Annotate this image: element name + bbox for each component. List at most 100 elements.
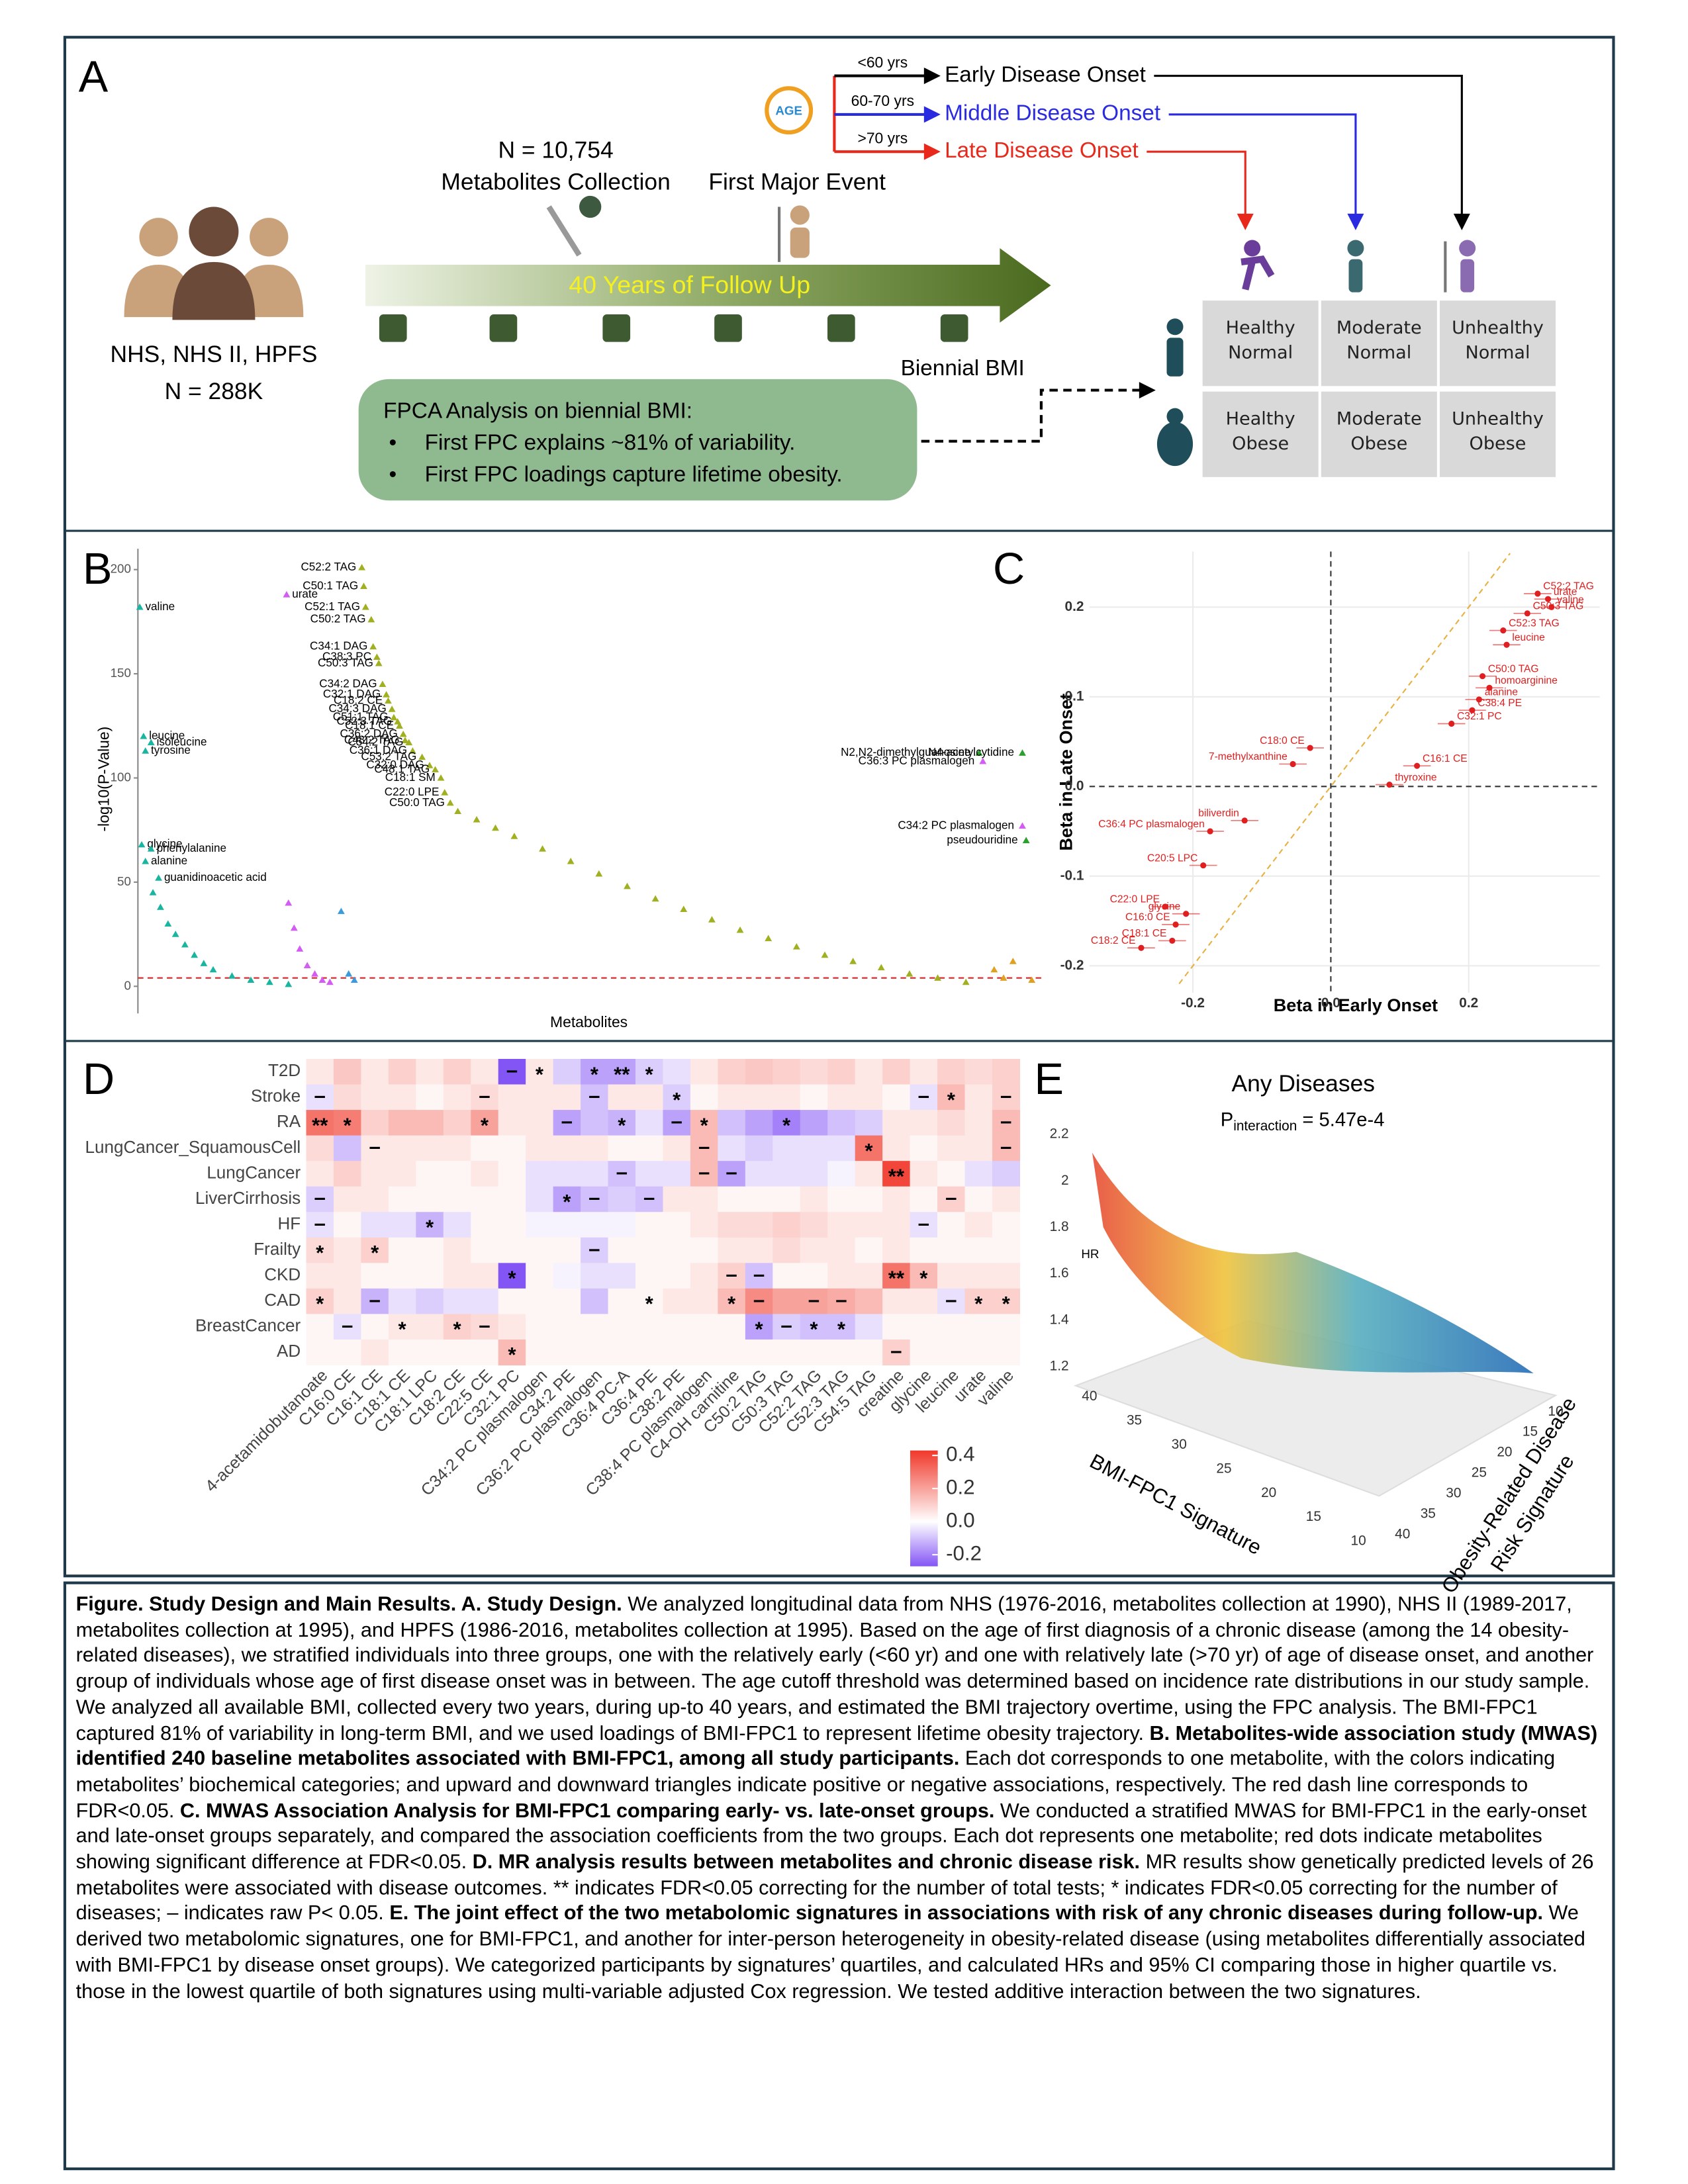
- significance-mark: *: [700, 1114, 709, 1137]
- identity-line: [1178, 553, 1511, 985]
- metabolite-point: [373, 653, 381, 660]
- heat-cell: [800, 1237, 828, 1263]
- y-tick-label: 35: [1421, 1506, 1436, 1521]
- heat-cell: [416, 1161, 444, 1187]
- p-interaction: Pinteraction = 5.47e-4: [1221, 1109, 1385, 1133]
- heat-cell: [910, 1339, 938, 1366]
- heat-cell: [416, 1059, 444, 1085]
- heat-cell: [443, 1288, 471, 1315]
- heat-cell: [964, 1314, 993, 1340]
- y-tick-label: -0.1: [1060, 868, 1084, 883]
- heat-cell: [635, 1186, 664, 1212]
- heat-cell: [361, 1059, 389, 1085]
- heat-cell: [553, 1263, 581, 1289]
- row-label: CAD: [264, 1290, 301, 1310]
- y-tick-label: 40: [1395, 1526, 1410, 1541]
- arrow-head: [1237, 213, 1254, 230]
- metabolite-point: [369, 643, 377, 650]
- significance-mark: –: [314, 1212, 326, 1235]
- group-label: Healthy Normal: [1225, 318, 1295, 364]
- point-label: C52:2 TAG: [301, 561, 356, 573]
- row-label: T2D: [268, 1060, 301, 1080]
- hr-surface: [1092, 1152, 1534, 1373]
- heat-cell: [745, 1110, 773, 1136]
- heat-cell: [526, 1161, 554, 1187]
- heat-cell: [526, 1135, 554, 1161]
- y-tick-label: 30: [1446, 1485, 1461, 1500]
- caption-text: Each dot corresponds to one metabolite, …: [75, 1749, 1556, 1823]
- significance-mark: –: [753, 1263, 765, 1286]
- heat-cell: [471, 1161, 499, 1187]
- heat-cell: [553, 1339, 581, 1366]
- point-label: C36:1 DAG: [350, 744, 407, 756]
- metabolite-point: [142, 858, 150, 864]
- metabolite-point: [437, 774, 445, 781]
- heat-cell: [745, 1263, 773, 1289]
- point-label: isoleucine: [157, 735, 207, 748]
- caption-area: Figure. Study Design and Main Results. A…: [75, 1594, 1598, 2003]
- point-label: C36:3 PC plasmalogen: [859, 754, 975, 767]
- point-label: C50:0 TAG: [389, 796, 445, 809]
- heat-cell: [690, 1084, 718, 1111]
- heat-cell: [361, 1084, 389, 1111]
- heat-cell: [855, 1212, 883, 1238]
- heat-cell: [718, 1339, 746, 1366]
- metabolite-point: [446, 799, 454, 806]
- y-tick-label: 10: [1548, 1404, 1563, 1419]
- point-label: C16:1 CE: [1423, 753, 1468, 764]
- heat-cell: [827, 1110, 856, 1136]
- heat-cell: [553, 1161, 581, 1187]
- heat-cell: [498, 1186, 526, 1212]
- heat-cell: [937, 1237, 966, 1263]
- metabolite-point: [1534, 590, 1541, 597]
- significance-mark: –: [918, 1084, 929, 1107]
- heat-cell: [992, 1135, 1021, 1161]
- metabolite-point: [990, 966, 998, 973]
- significance-mark: *: [508, 1267, 516, 1290]
- heat-cell: [800, 1288, 828, 1315]
- x-tick-label: 40: [1082, 1388, 1097, 1404]
- metabolite-point: [360, 582, 367, 590]
- point-label: C38:3 PC: [322, 650, 371, 662]
- heat-cell: [910, 1135, 938, 1161]
- point-label: alanine: [151, 854, 187, 867]
- metabolite-point: [200, 960, 208, 966]
- heat-cell: [498, 1288, 526, 1315]
- group-cell-text: Unhealthy Obese: [1452, 410, 1544, 455]
- point-label: C34:2 PC plasmalogen: [898, 819, 1014, 831]
- significance-mark: *: [590, 1063, 599, 1086]
- y-axis-title: Beta in Late Onset: [1056, 694, 1076, 851]
- heat-cell: [306, 1135, 334, 1161]
- heat-cell: [333, 1314, 362, 1340]
- heat-cell: [800, 1135, 828, 1161]
- metabolite-point: [247, 976, 255, 983]
- metabolite-point: [379, 680, 387, 687]
- heat-cell: [526, 1084, 554, 1111]
- group-cell: [1440, 300, 1556, 387]
- heat-cell: [937, 1161, 966, 1187]
- heat-cell: [992, 1263, 1021, 1289]
- heat-cell: [992, 1212, 1021, 1238]
- onset-connector: [1154, 75, 1463, 217]
- y-tick-label: 25: [1472, 1465, 1487, 1480]
- heat-cell: [718, 1161, 746, 1187]
- heat-cell: [306, 1339, 334, 1366]
- heat-cell: [663, 1212, 691, 1238]
- metabolite-point: [138, 841, 146, 848]
- fpca-title: FPCA Analysis on biennial BMI:: [383, 399, 692, 424]
- floor-plane: [1073, 1320, 1558, 1497]
- heat-cell: [855, 1186, 883, 1212]
- caption-heading: D. MR analysis results between metabolit…: [472, 1851, 1141, 1874]
- heat-cell: [882, 1161, 911, 1187]
- heat-cell: [964, 1186, 993, 1212]
- caption-text: We derived two metabolomic signatures, o…: [75, 1903, 1585, 2003]
- arrow-head: [1453, 213, 1470, 230]
- significance-mark: –: [698, 1161, 710, 1184]
- heat-cell: [827, 1084, 856, 1111]
- heat-cell: [663, 1314, 691, 1340]
- p-value: = 5.47e-4: [1297, 1109, 1384, 1130]
- heat-cell: [910, 1084, 938, 1111]
- point-label: C18:1 CE: [345, 719, 394, 731]
- caption-frame: [63, 1581, 1615, 2171]
- heat-cell: [635, 1161, 664, 1187]
